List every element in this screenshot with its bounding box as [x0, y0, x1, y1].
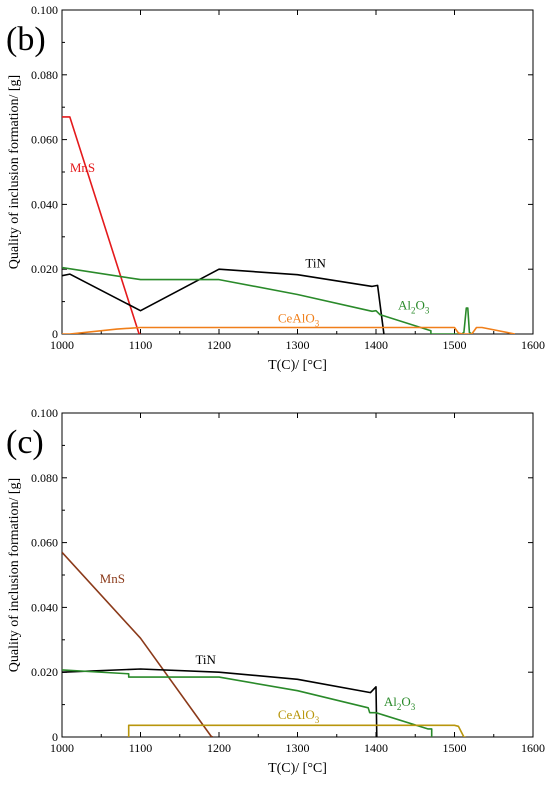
panel-label: (c) [6, 424, 44, 461]
x-tick-label: 1600 [521, 338, 545, 352]
y-tick-label: 0.040 [31, 600, 58, 614]
y-tick-label: 0.040 [31, 197, 58, 211]
series-label-main: TiN [305, 256, 326, 271]
x-tick-label: 1500 [443, 741, 467, 755]
series-label-main: MnS [100, 571, 125, 586]
x-tick-label: 1600 [521, 741, 545, 755]
series-label-tail: O [415, 298, 424, 313]
x-tick-label: 1400 [364, 338, 388, 352]
series-label-sub: 3 [315, 715, 320, 725]
series-line-al2o3 [62, 266, 473, 334]
y-tick-label: 0.080 [31, 471, 58, 485]
x-tick-label: 1100 [129, 741, 153, 755]
series-label-main: Al [384, 694, 397, 709]
series-label-mns: MnS [100, 571, 125, 586]
panel-label: (b) [6, 21, 46, 58]
x-tick-label: 1000 [50, 741, 74, 755]
series-label-sub: 2 [411, 306, 416, 316]
series-label-main: MnS [70, 160, 95, 175]
x-tick-label: 1500 [443, 338, 467, 352]
x-tick-label: 1200 [207, 741, 231, 755]
series-line-tin [62, 668, 378, 737]
series-label-cealo3: CeAlO3 [278, 707, 320, 725]
y-tick-label: 0.100 [31, 3, 58, 17]
series-label-main: TiN [195, 652, 216, 667]
series-line-tin [62, 268, 385, 334]
y-tick-label: 0.060 [31, 536, 58, 550]
y-tick-label: 0.060 [31, 133, 58, 147]
x-tick-label: 1400 [364, 741, 388, 755]
series-line-al2o3 [62, 669, 433, 737]
y-tick-label: 0 [52, 730, 58, 744]
series-label-sub2: 3 [411, 702, 416, 712]
x-tick-label: 1300 [286, 338, 310, 352]
y-axis-label: Quality of inclusion formation/ [g] [7, 75, 22, 269]
chart-panel-c: 1000 1100 1200 1300 1400 1500 1600 0 0.020 0.040 0… [6, 406, 545, 776]
series-label-main: CeAlO [278, 311, 315, 326]
series-label-al2o3: Al2O3 [384, 694, 416, 712]
series-label-tail: O [401, 694, 410, 709]
x-axis-label: T(C)/ [°C] [268, 358, 327, 373]
series-label-main: CeAlO [278, 707, 315, 722]
series-label-cealo3: CeAlO3 [278, 311, 320, 329]
series-line-cealo3 [127, 724, 466, 737]
series-line-mns [62, 551, 213, 737]
chart-panel-b: 1000 1100 1200 1300 1400 1500 1600 0 0.020 0.040 0… [6, 3, 545, 373]
x-tick-label: 1200 [207, 338, 231, 352]
series-line-mns [62, 116, 141, 334]
series-label-tin: TiN [195, 652, 216, 667]
series-label-mns: MnS [70, 160, 95, 175]
x-axis-label: T(C)/ [°C] [268, 761, 327, 776]
y-tick-label: 0.020 [31, 262, 58, 276]
y-tick-label: 0.080 [31, 68, 58, 82]
x-tick-label: 1000 [50, 338, 74, 352]
series-label-al2o3: Al2O3 [398, 298, 430, 316]
y-tick-label: 0.100 [31, 406, 58, 420]
x-tick-label: 1100 [129, 338, 153, 352]
series-label-sub2: 3 [425, 306, 430, 316]
plot-frame [61, 412, 534, 738]
x-tick-label: 1300 [286, 741, 310, 755]
series-label-sub: 2 [397, 702, 402, 712]
series-label-sub: 3 [315, 319, 320, 329]
y-axis-label: Quality of inclusion formation/ [g] [7, 478, 22, 672]
plot-frame [61, 9, 534, 335]
y-tick-label: 0.020 [31, 665, 58, 679]
series-label-main: Al [398, 298, 411, 313]
series-line-cealo3 [62, 326, 516, 334]
y-tick-label: 0 [52, 327, 58, 341]
series-label-tin: TiN [305, 256, 326, 271]
